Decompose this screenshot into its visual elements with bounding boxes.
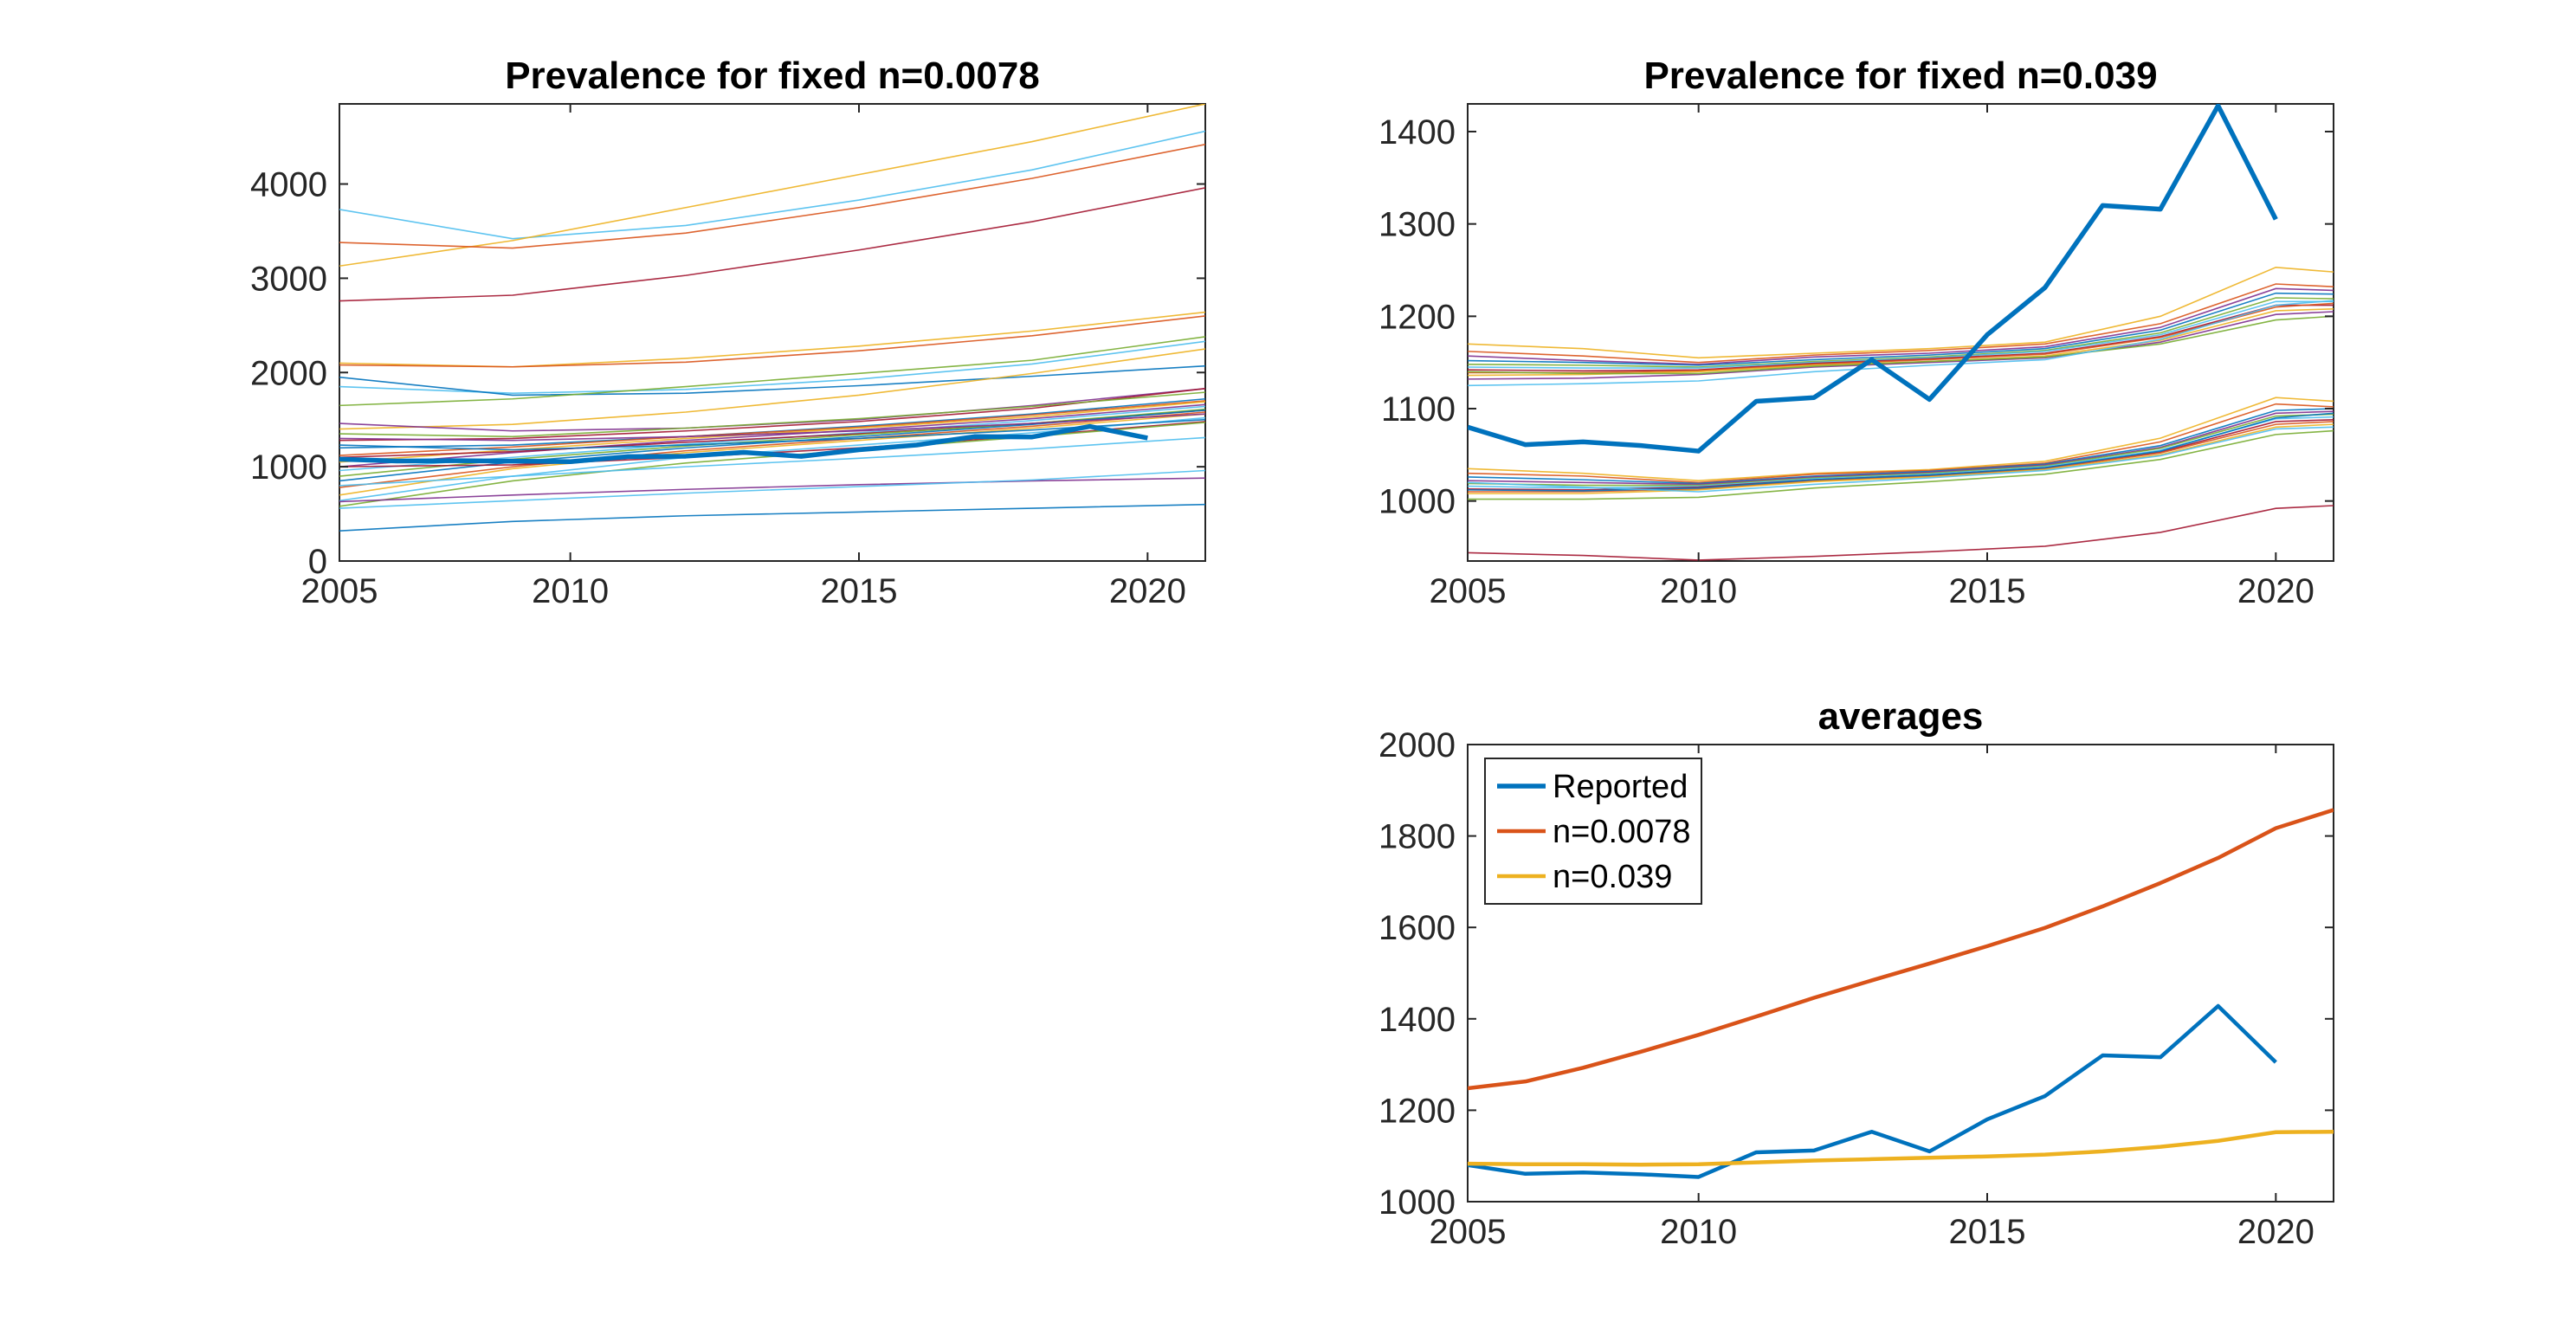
ensemble-line-30 [339,469,1205,509]
legend: Reported n=0.0078 n=0.039 [1484,758,1702,905]
ensemble-line-24 [1468,505,2334,561]
x-tick-label: 2020 [2237,572,2315,610]
ensemble-line-0 [1468,266,2334,359]
legend-label: n=0.039 [1553,859,1672,895]
x-tick-label: 2010 [532,572,609,610]
x-tick-label: 2005 [301,572,378,610]
x-tick-label: 2010 [1660,1213,1737,1251]
x-tick-label: 2015 [1949,572,2026,610]
x-tick-label: 2010 [1660,572,1737,610]
y-tick-label: 3000 [250,260,327,298]
ensemble-line-31 [339,503,1205,532]
ensemble-line-28 [339,436,1205,487]
ensemble-line-22 [1468,429,2334,500]
y-tick-label: 1000 [1378,1183,1456,1222]
ensemble-line-22 [339,413,1205,496]
chart-title: Prevalence for fixed n=0.0078 [505,55,1040,97]
y-tick-label: 1300 [1378,206,1456,244]
x-tick-label: 2005 [1430,572,1507,610]
ensemble-line-19 [1468,421,2334,493]
y-tick-label: 1000 [1378,483,1456,521]
y-tick-label: 1200 [1378,298,1456,336]
y-tick-label: 1600 [1378,909,1456,947]
y-tick-label: 1200 [1378,1092,1456,1130]
ensemble-line-1 [1468,283,2334,364]
y-tick-label: 2000 [1378,726,1456,764]
legend-label: Reported [1553,769,1688,805]
ensemble-line-23 [339,413,1205,442]
series-line-n-0-0078 [1468,808,2334,1091]
series-line-reported-0 [1468,104,2278,454]
ensemble-line-3 [1468,292,2334,366]
ensemble-line-15 [1468,410,2334,486]
axes-top-right: 2005 2010 2015 2020 1000 1100 1200 1300 1400 Prev… [1378,55,2334,610]
axes-averages: 2005 2010 2015 2020 1000 1200 1400 1600 1800 2000… [1378,695,2334,1251]
ensemble-line-12 [1468,397,2334,482]
ensemble-line-21 [1468,412,2334,492]
ensemble-line-16 [339,403,1205,468]
ensemble-line-6 [1468,304,2334,372]
ensemble-line-9 [1468,311,2334,380]
series-line-n-0-039 [1468,1129,2334,1167]
ensemble-line-9 [339,348,1205,430]
y-tick-label: 1000 [250,448,327,487]
ensemble-line-2 [339,144,1205,249]
y-tick-label: 2000 [250,354,327,392]
ensemble-line-8 [339,336,1205,407]
ensemble-line-11 [1468,300,2334,387]
ensemble-line-10 [1468,315,2334,375]
y-tick-label: 1400 [1378,1001,1456,1039]
y-tick-label: 0 [308,543,327,581]
series-line-reported [1468,1003,2277,1179]
data-layer [1468,104,2334,561]
ensemble-line-29 [339,477,1205,503]
ensemble-line-2 [1468,287,2334,365]
ensemble-line-3 [339,187,1205,302]
ensemble-line-13 [1468,403,2334,484]
ensemble-line-20 [1468,423,2334,494]
ensemble-line-5 [339,315,1205,368]
ensemble-line-12 [339,391,1205,438]
y-tick-label: 1800 [1378,818,1456,856]
x-tick-label: 2005 [1430,1213,1507,1251]
chart-title: averages [1818,695,1984,738]
data-layer [339,104,1205,532]
ensemble-line-23 [1468,426,2334,493]
plot-area [339,103,1206,562]
x-tick-label: 2015 [821,572,898,610]
legend-label: n=0.0078 [1553,814,1691,850]
ensemble-line-5 [1468,300,2334,369]
x-tick-label: 2015 [1949,1213,2026,1251]
ensemble-line-16 [1468,413,2334,487]
ensemble-line-4 [1468,297,2334,368]
y-tick-label: 1100 [1381,390,1456,429]
axes-left: 2005 2010 2015 2020 0 1000 2000 3000 4000 Prevale… [250,55,1206,610]
ensemble-line-1 [339,104,1205,268]
chart-title: Prevalence for fixed n=0.039 [1643,55,2157,97]
ensemble-line-7 [339,364,1205,397]
ensemble-line-0 [339,130,1205,240]
y-tick-label: 1400 [1378,113,1456,152]
ensemble-line-14 [1468,408,2334,485]
series-line-reported-0 [339,423,1148,465]
ensemble-line-27 [339,418,1205,451]
data-layer [1468,808,2334,1179]
ensemble-line-21 [339,411,1205,488]
x-tick-label: 2020 [2237,1213,2315,1251]
ensemble-line-11 [339,387,1205,442]
y-tick-label: 4000 [250,166,327,204]
x-tick-label: 2020 [1109,572,1186,610]
